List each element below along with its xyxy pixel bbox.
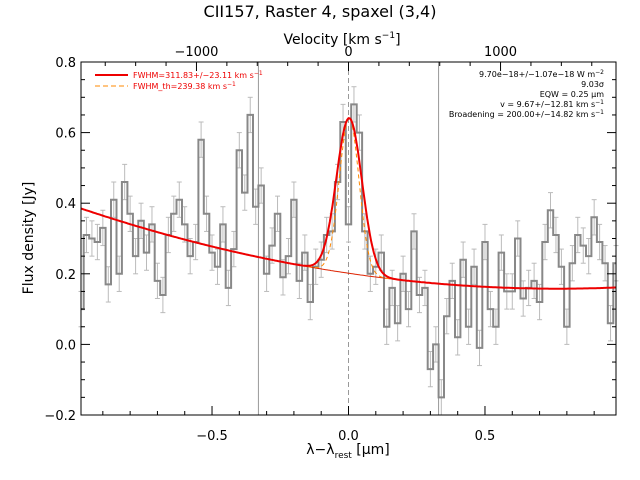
- x-axis-label-sub: rest: [335, 451, 353, 461]
- y-tick-label: −0.2: [44, 409, 76, 424]
- x-tick-label: −0.5: [196, 429, 228, 444]
- top-tick-label: −1000: [174, 45, 218, 60]
- legend-label-text: FWHM_th=239.38 km s: [133, 82, 227, 91]
- annotation-sup: −1: [595, 109, 604, 116]
- svg-text:Velocity [km s−1]: Velocity [km s−1]: [283, 31, 400, 48]
- annotation-line: EQW = 0.25 μm: [540, 90, 604, 99]
- top-axis-label-text: Velocity [km s: [283, 32, 381, 48]
- top-axis-label: Velocity [km s−1]: [283, 31, 400, 48]
- annotation-line: Broadening = 200.00+/−14.82 km s−1: [449, 109, 604, 119]
- annotation-line: v = 9.67+/−12.81 km s−1: [500, 99, 604, 109]
- top-tick-label: 1000: [484, 45, 517, 60]
- x-tick-label: 0.5: [475, 429, 496, 444]
- axes-frame: [80, 61, 617, 416]
- annotation-line: 9.03σ: [581, 80, 604, 89]
- y-tick-label: 0.6: [55, 127, 76, 142]
- tick-labels: −0.2 0.0 0.2 0.4 0.6 0.8 −0.5 0.0 0.5 −1000 0 1000: [44, 45, 517, 444]
- annotation-sup: −1: [595, 99, 604, 106]
- annotation-text: EQW = 0.25 μm: [540, 90, 604, 99]
- legend-label-text: FWHM=311.83+/−23.11 km s: [133, 71, 254, 80]
- top-axis-label-end: ]: [395, 32, 400, 48]
- y-tick-label: 0.0: [55, 338, 76, 353]
- annotation-text: 9.03σ: [581, 80, 604, 89]
- x-axis-label-main: λ−λ: [306, 442, 334, 458]
- y-tick-label: 0.8: [55, 56, 76, 71]
- legend-label: FWHM_th=239.38 km s−1: [133, 81, 236, 91]
- x-axis-label-unit: [μm]: [352, 442, 390, 458]
- annotation-text: Broadening = 200.00+/−14.82 km s: [449, 110, 595, 119]
- y-tick-label: 0.2: [55, 268, 76, 283]
- annotation-line: 9.70e−18+/−1.07e−18 W m−2: [479, 69, 604, 79]
- annotation-text: v = 9.67+/−12.81 km s: [500, 100, 595, 109]
- y-axis-label: Flux density [Jy]: [21, 182, 37, 295]
- x-axis-label: λ−λrest [μm]: [306, 442, 390, 461]
- annotation-text: 9.70e−18+/−1.07e−18 W m: [479, 70, 595, 79]
- legend: FWHM=311.83+/−23.11 km s−1FWHM_th=239.38…: [95, 70, 263, 91]
- annotation-sup: −2: [595, 69, 604, 76]
- legend-label-sup: −1: [254, 70, 263, 77]
- y-tick-label: 0.4: [55, 197, 76, 212]
- legend-label: FWHM=311.83+/−23.11 km s−1: [133, 70, 263, 80]
- svg-text:λ−λrest [μm]: λ−λrest [μm]: [306, 442, 390, 461]
- x-tick-label: 0.0: [338, 429, 359, 444]
- legend-label-sup: −1: [227, 81, 236, 88]
- data-layer: [78, 62, 619, 416]
- gaussian-fit-curve: [80, 117, 616, 290]
- top-tick-label: 0: [344, 45, 352, 60]
- chart-title: CII157, Raster 4, spaxel (3,4): [204, 2, 437, 21]
- top-axis-label-sup: −1: [382, 31, 395, 41]
